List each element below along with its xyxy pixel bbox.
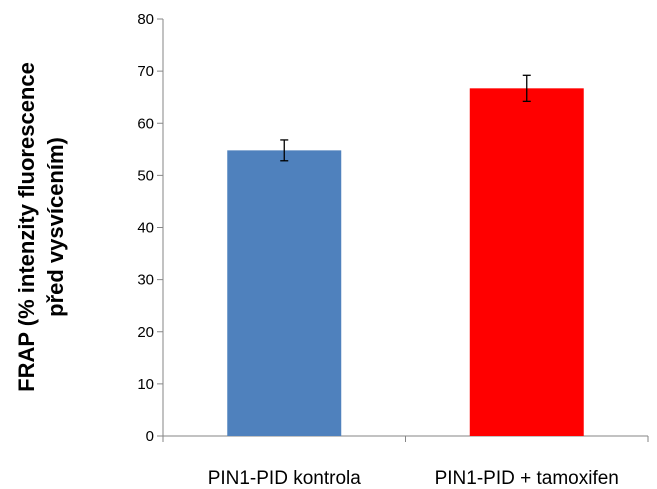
y-axis-title-line-1: FRAP (% intenzity fluorescence	[14, 62, 39, 392]
y-tick-label: 10	[137, 376, 154, 393]
bars	[227, 88, 584, 437]
y-ticks: 0 10 20 30 40 50 60 70 80	[137, 11, 163, 445]
x-tick-labels: PIN1-PID kontrola PIN1-PID + tamoxifen	[208, 468, 619, 489]
y-tick-label: 50	[137, 167, 154, 184]
x-tick-label: PIN1-PID kontrola	[208, 468, 362, 489]
y-tick-label: 0	[146, 428, 154, 445]
bar	[469, 88, 584, 437]
y-tick-label: 30	[137, 272, 154, 289]
y-tick-label: 70	[137, 63, 154, 80]
y-tick-label: 20	[137, 324, 154, 341]
error-bar	[522, 74, 531, 103]
error-bars	[280, 74, 531, 162]
y-tick-label: 60	[137, 115, 154, 132]
bar	[227, 150, 342, 437]
y-axis-title-line-2: před vysvícením)	[43, 137, 68, 317]
error-bar	[280, 139, 289, 162]
y-tick-label: 40	[137, 220, 154, 237]
y-tick-label: 80	[137, 11, 154, 28]
y-axis-title: FRAP (% intenzity fluorescence před vysv…	[14, 62, 68, 392]
x-tick-label: PIN1-PID + tamoxifen	[435, 468, 619, 489]
